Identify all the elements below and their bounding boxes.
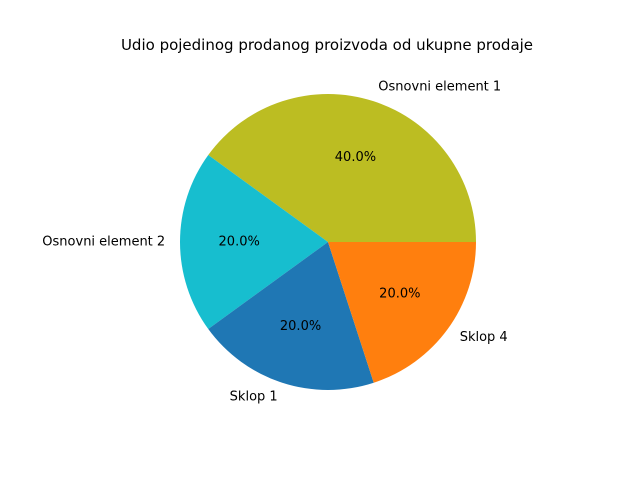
slice-label-osnovni-element-1: Osnovni element 1 [378, 80, 501, 95]
slice-percent-sklop-4: 20.0% [379, 287, 420, 302]
pie-slice-sklop-4 [328, 242, 476, 383]
slice-label-osnovni-element-2: Osnovni element 2 [42, 235, 165, 250]
slice-label-sklop-1: Sklop 1 [230, 389, 278, 404]
slice-percent-osnovni-element-1: 40.0% [335, 150, 376, 165]
slice-percent-osnovni-element-2: 20.0% [219, 235, 260, 250]
pie-slice-osnovni-element-1 [208, 94, 477, 242]
chart-title: Udio pojedinog prodanog proizvoda od uku… [121, 36, 533, 54]
slice-label-sklop-4: Sklop 4 [460, 330, 508, 345]
pie-slice-sklop-1 [208, 242, 374, 391]
pie-slices [180, 94, 477, 391]
pie-slice-osnovni-element-2 [180, 155, 328, 329]
slice-percent-sklop-1: 20.0% [280, 319, 321, 334]
pie-labels: Osnovni element 1 40.0% Osnovni element 2 2… [42, 80, 507, 405]
